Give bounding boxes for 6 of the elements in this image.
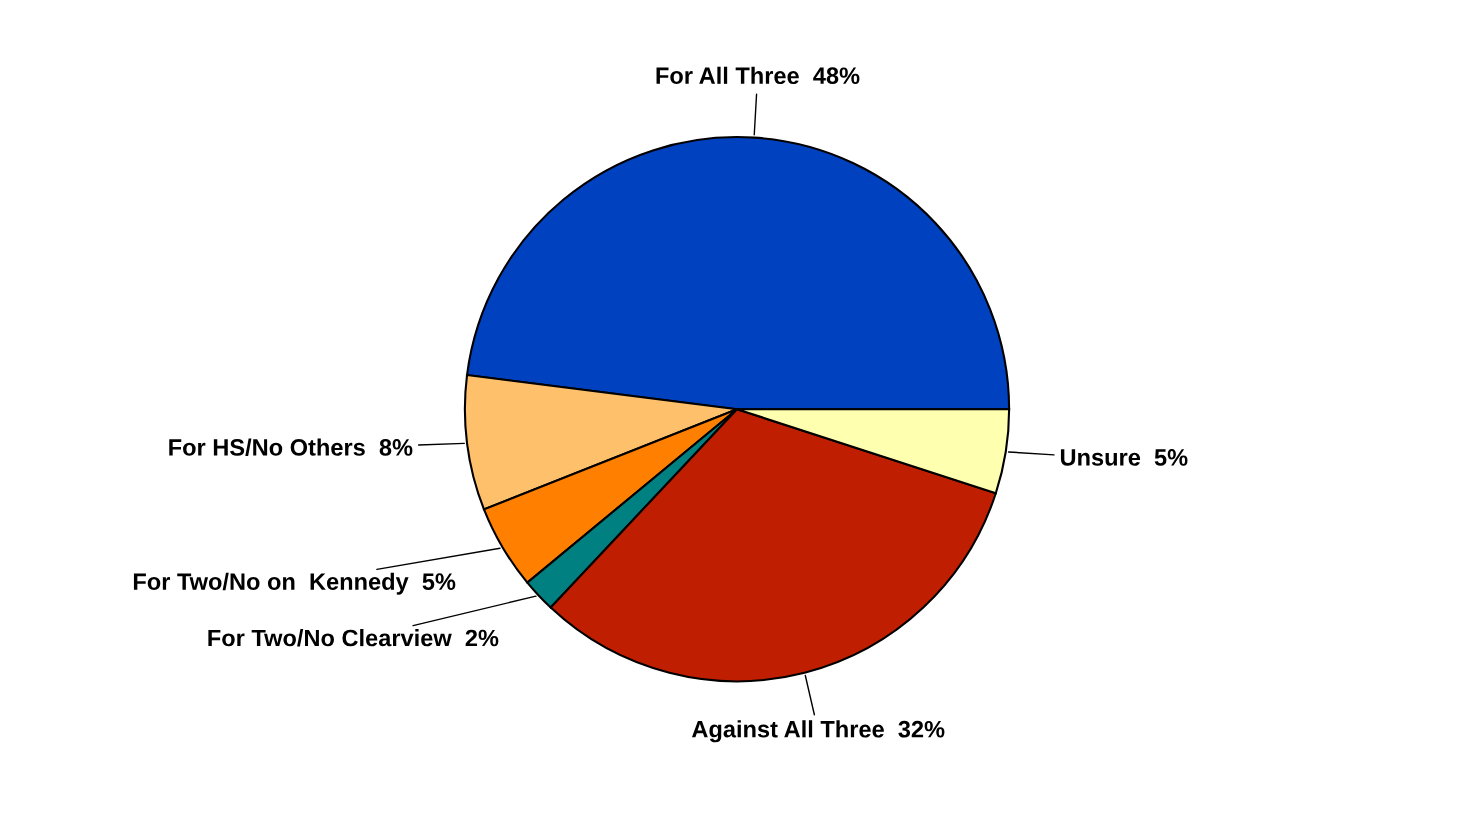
- slice-label: For All Three 48%: [656, 66, 860, 85]
- slice-label: For HS/No Others 8%: [169, 438, 413, 457]
- slice-label: Unsure 5%: [1060, 449, 1188, 466]
- slice-label: For Two/No Clearview 2%: [208, 629, 499, 647]
- slice-label: For Two/No on Kennedy 5%: [133, 572, 456, 595]
- slice-label: Against All Three 32%: [691, 720, 945, 743]
